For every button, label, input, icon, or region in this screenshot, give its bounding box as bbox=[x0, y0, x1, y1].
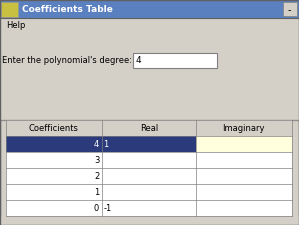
Text: -: - bbox=[288, 5, 292, 15]
Text: Real: Real bbox=[140, 124, 158, 133]
Text: 1: 1 bbox=[103, 140, 108, 149]
Text: 4: 4 bbox=[136, 56, 142, 65]
Text: Coefficients: Coefficients bbox=[29, 124, 79, 133]
Text: 0: 0 bbox=[94, 204, 99, 213]
Text: 2: 2 bbox=[94, 172, 99, 181]
Text: Coefficients Table: Coefficients Table bbox=[22, 5, 113, 14]
Text: 1: 1 bbox=[94, 188, 99, 197]
Text: Help: Help bbox=[6, 21, 25, 30]
Text: -1: -1 bbox=[103, 204, 112, 213]
Text: Imaginary: Imaginary bbox=[222, 124, 265, 133]
Text: 4: 4 bbox=[94, 140, 99, 149]
Text: Enter the polynomial's degree:: Enter the polynomial's degree: bbox=[1, 56, 132, 65]
Text: 3: 3 bbox=[94, 156, 99, 165]
